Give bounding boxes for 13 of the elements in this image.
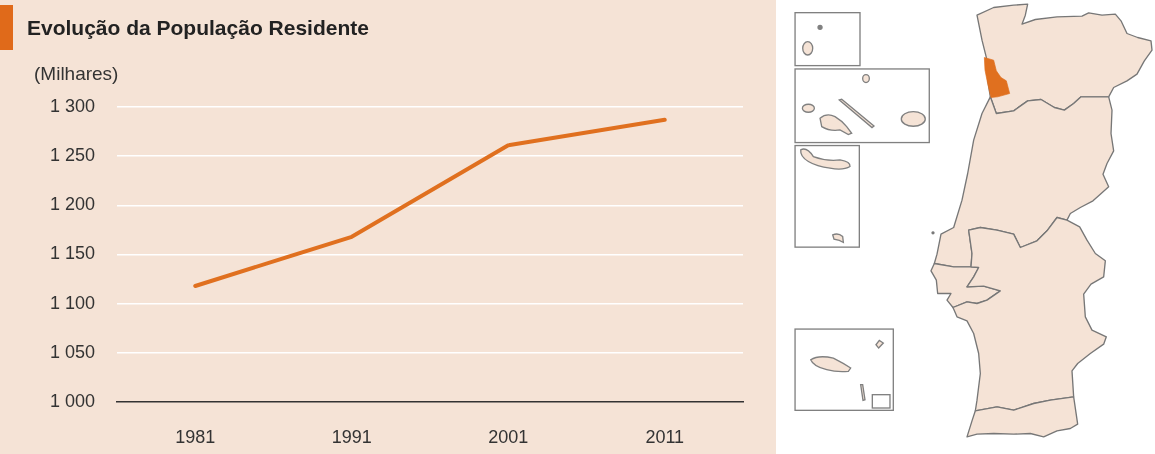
y-tick-label: 1 100 [49,292,95,313]
y-tick-label: 1 000 [49,390,95,411]
x-tick-label: 1991 [331,426,372,447]
x-tick-label: 2001 [488,426,529,447]
chart-title: Evolução da População Residente [27,16,369,40]
x-tick-label: 1981 [175,426,216,447]
y-tick-label: 1 150 [49,243,95,264]
y-tick-label: 1 250 [49,145,95,166]
x-tick-label: 2011 [645,426,685,447]
y-tick-label: 1 200 [49,194,95,215]
y-axis-title: (Milhares) [34,63,119,85]
y-tick-label: 1 050 [49,341,95,362]
y-tick-label: 1 300 [49,95,95,116]
